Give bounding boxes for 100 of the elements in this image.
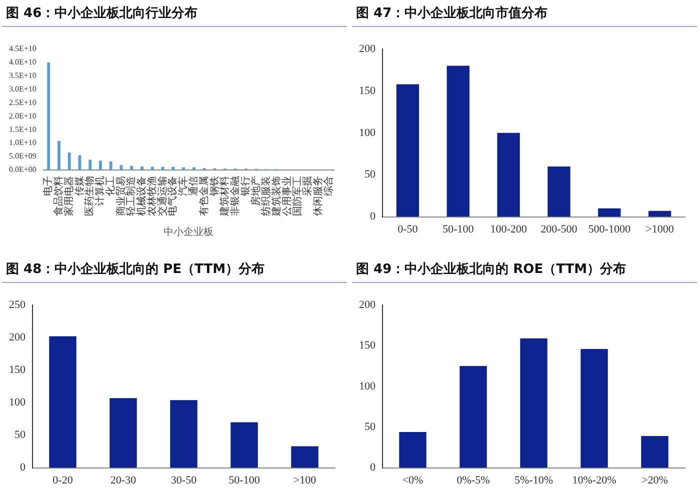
chart-title: 图 46：中小企业板北向行业分布	[2, 2, 347, 27]
x-tick-label: 0-20	[52, 474, 74, 486]
x-tick-label: 钢铁	[208, 176, 220, 197]
bar	[140, 166, 144, 170]
x-tick-label: 交通运输	[156, 176, 168, 216]
y-tick-label: 200	[359, 42, 376, 55]
bar	[47, 62, 50, 170]
y-tick-label: 150	[359, 84, 376, 97]
x-tick-label: 房地产	[250, 176, 262, 206]
bar	[396, 84, 420, 217]
bar	[88, 160, 92, 170]
x-tick-label: 20-30	[110, 474, 137, 486]
x-tick-label: 化工	[104, 176, 116, 196]
x-tick-label: 综合	[322, 176, 334, 196]
x-tick-label: 银行	[240, 176, 252, 197]
y-tick-label: 200	[359, 298, 376, 311]
y-tick-label: 0	[370, 210, 376, 223]
x-tick-label: 食品饮料	[52, 176, 65, 216]
y-tick-label: 0	[370, 462, 376, 474]
y-tick-label: 3.5E+10	[8, 70, 36, 80]
bar	[598, 208, 621, 217]
y-tick-label: 250	[9, 298, 26, 311]
bar	[182, 167, 185, 170]
x-tick-label: 国防军工	[291, 176, 304, 216]
x-tick-label: 50-100	[442, 223, 474, 236]
x-tick-label: 家用电器	[62, 176, 75, 216]
y-tick-label: 100	[359, 380, 376, 392]
x-tick-label: 计算机	[94, 176, 106, 206]
bar	[446, 66, 470, 217]
x-tick-label: 有色金属	[198, 176, 210, 216]
x-tick-label: >1000	[646, 223, 674, 236]
chart-title: 图 49：中小企业板北向的 ROE（TTM）分布	[352, 258, 697, 283]
bar	[520, 338, 548, 468]
y-tick-label: 150	[359, 340, 376, 352]
x-tick-label: 机械设备	[136, 176, 148, 216]
x-tick-label: 电子	[42, 176, 54, 196]
chart-title: 图 47：中小企业板北向市值分布	[352, 2, 697, 27]
x-tick-label: 传媒	[74, 176, 86, 196]
x-tick-label: 500-1000	[588, 223, 631, 236]
y-tick-label: 50	[364, 420, 376, 433]
bar	[291, 446, 318, 468]
x-tick-label: 100-200	[490, 223, 528, 236]
y-tick-label: 2.0E+10	[8, 111, 36, 120]
bar	[648, 210, 672, 217]
y-tick-label: 50	[14, 429, 26, 442]
y-tick-label: 1.0E+10	[8, 138, 36, 148]
x-tick-label: 公用事业	[280, 176, 293, 216]
x-tick-label: 汽车	[177, 176, 190, 196]
x-tick-label: <0%	[402, 474, 424, 486]
x-tick-label: 建筑材料	[218, 176, 231, 217]
bar	[172, 166, 175, 170]
y-tick-label: 150	[9, 364, 26, 376]
y-tick-label: 200	[9, 331, 26, 344]
bar	[460, 366, 487, 468]
y-tick-label: 100	[9, 396, 26, 409]
x-tick-label: 10%-20%	[572, 474, 616, 486]
bar	[68, 152, 71, 170]
x-tick-label: 采掘	[302, 176, 314, 196]
x-tick-label: 200-500	[540, 223, 578, 236]
bar	[49, 336, 76, 468]
bar	[580, 348, 608, 468]
y-tick-label: 50	[364, 168, 376, 181]
x-tick-label: 通信	[188, 176, 200, 196]
x-tick-label: 0-50	[398, 223, 418, 236]
y-tick-label: 0.0E+00	[8, 165, 36, 174]
bar	[548, 166, 570, 217]
y-tick-label: 4.5E+10	[8, 44, 36, 54]
x-tick-label: 休闲服务	[312, 176, 324, 216]
x-tick-label: 30-50	[170, 474, 198, 486]
bar	[230, 422, 258, 468]
bar	[399, 432, 426, 468]
x-tick-label: 建筑装饰	[270, 176, 283, 217]
x-tick-label: 5%-10%	[514, 474, 553, 486]
x-axis-title: 中小企业板	[164, 226, 214, 238]
x-tick-label: 农林牧渔	[146, 176, 158, 216]
x-tick-label: 电气设备	[166, 176, 179, 216]
bar	[130, 166, 134, 170]
y-tick-label: 1.5E+10	[8, 124, 36, 134]
y-tick-label: 5.0E+09	[8, 152, 36, 161]
y-tick-label: 3.0E+10	[8, 84, 36, 94]
chart-title: 图 48：中小企业板北向的 PE（TTM）分布	[2, 258, 347, 283]
bar	[150, 166, 154, 170]
y-tick-label: 4.0E+10	[8, 58, 36, 67]
y-tick-label: 0	[20, 462, 26, 474]
x-tick-label: 50-100	[228, 474, 260, 486]
x-tick-label: 纺织服装	[260, 176, 272, 216]
x-tick-label: 0%-5%	[456, 474, 490, 486]
x-tick-label: >20%	[642, 474, 668, 486]
x-tick-label: 医药生物	[84, 176, 96, 216]
bar	[58, 140, 60, 170]
bar	[641, 436, 668, 468]
bar	[170, 400, 198, 468]
y-tick-label: 100	[359, 126, 376, 139]
x-tick-label: >100	[293, 474, 317, 486]
x-tick-label: 商业贸易	[114, 176, 127, 216]
x-tick-label: 轻工制造	[125, 176, 138, 216]
bar	[192, 167, 196, 170]
bar	[109, 161, 112, 170]
bar	[110, 398, 137, 468]
x-tick-label: 非银金融	[229, 176, 242, 216]
